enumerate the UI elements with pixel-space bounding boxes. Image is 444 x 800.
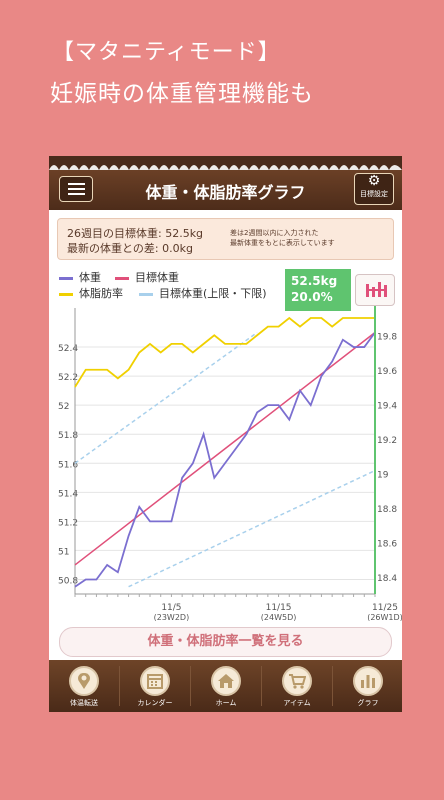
- phone-screen: 体重・体脂肪率グラフ ⚙ 目標設定 26週目の目標体重: 52.5kg 最新の体…: [49, 156, 402, 712]
- x-tick-week: (23W2D): [154, 613, 190, 621]
- cart-icon: [289, 674, 306, 689]
- tab-home[interactable]: ホーム: [191, 660, 261, 712]
- tab-transfer[interactable]: 体温転送: [49, 660, 119, 712]
- app-header: 体重・体脂肪率グラフ ⚙ 目標設定: [49, 170, 402, 210]
- legend-target-swatch: [115, 277, 129, 280]
- y-tick-left: 51: [58, 547, 69, 557]
- y-tick-left: 50.8: [58, 576, 78, 586]
- y-tick-right: 19.4: [377, 401, 397, 411]
- x-tick-label: 11/25: [372, 603, 398, 613]
- chart-toggle-button[interactable]: [355, 274, 395, 306]
- x-tick-label: 11/5: [161, 603, 181, 613]
- tab-graph[interactable]: グラフ: [333, 660, 402, 712]
- view-list-button[interactable]: 体重・体脂肪率一覧を見る: [59, 627, 392, 657]
- home-icon: [218, 674, 234, 688]
- target-weight-line: [74, 331, 376, 566]
- legend-target-weight: 目標体重: [135, 271, 179, 284]
- tab-label: ホーム: [215, 699, 237, 707]
- y-tick-right: 19.6: [377, 367, 397, 377]
- weight-diff-text: 最新の体重との差: 0.0kg: [67, 242, 193, 255]
- tab-label: 体温転送: [70, 699, 98, 707]
- y-tick-right: 18.4: [377, 574, 397, 584]
- goal-info-box: 26週目の目標体重: 52.5kg 最新の体重との差: 0.0kg 差は2週間以…: [57, 218, 394, 260]
- tab-calendar[interactable]: カレンダー: [120, 660, 190, 712]
- tab-label: カレンダー: [137, 699, 173, 707]
- target-weight-text: 26週目の目標体重: 52.5kg: [67, 227, 204, 240]
- y-tick-right: 18.8: [377, 505, 397, 515]
- tab-label: グラフ: [357, 699, 379, 707]
- legend-target-range: 目標体重(上限・下限): [159, 287, 267, 300]
- legend-fat-swatch: [59, 293, 73, 296]
- chart-toggle-icon: [366, 282, 387, 297]
- y-tick-right: 18.6: [377, 539, 397, 549]
- y-tick-left: 51.8: [58, 431, 78, 441]
- x-tick-label: 11/15: [266, 603, 292, 613]
- promo-subtitle: 妊娠時の体重管理機能も: [50, 81, 314, 107]
- data-tooltip: 52.5kg 20.0%: [285, 269, 351, 311]
- x-tick-week: (26W1D): [367, 613, 402, 621]
- legend-weight: 体重: [79, 271, 101, 284]
- y-tick-left: 51.6: [58, 460, 78, 470]
- legend-weight-swatch: [59, 277, 73, 280]
- tab-label: アイテム: [283, 699, 311, 707]
- goal-settings-label: 目標設定: [360, 190, 388, 198]
- goal-settings-button[interactable]: ⚙ 目標設定: [354, 173, 394, 205]
- map-pin-icon: [78, 673, 90, 689]
- weight-chart: 52.4 52.2 52 51.8 51.6 51.4 51.2 51 50.8 19.8 19.6…: [58, 306, 402, 621]
- tab-bar: 体温転送 カレンダー ホーム アイテム グラフ: [49, 660, 402, 712]
- calendar-icon: [147, 674, 163, 689]
- target-range-lower-line: [128, 469, 376, 588]
- body-fat-line: [74, 316, 375, 388]
- tooltip-weight: 52.5kg: [291, 274, 338, 288]
- promo-title: 【マタニティモード】: [52, 40, 281, 65]
- y-tick-left: 51.4: [58, 489, 78, 499]
- tab-items[interactable]: アイテム: [262, 660, 332, 712]
- y-tick-left: 52.4: [58, 344, 78, 354]
- info-note-2: 最新体重をもとに表示しています: [230, 239, 335, 247]
- tooltip-body-fat: 20.0%: [291, 290, 333, 304]
- legend-range-swatch: [139, 293, 153, 296]
- y-tick-right: 19.2: [377, 436, 397, 446]
- y-tick-left: 52.2: [58, 373, 78, 383]
- page-title: 体重・体脂肪率グラフ: [145, 183, 306, 202]
- weight-line: [74, 331, 376, 588]
- menu-button[interactable]: [59, 176, 93, 202]
- info-note-1: 差は2週間以内に入力された: [230, 229, 319, 237]
- target-range-upper-line: [74, 331, 258, 464]
- bar-chart-icon: [361, 675, 375, 688]
- y-tick-right: 19.8: [377, 332, 397, 342]
- x-tick-week: (24W5D): [261, 613, 297, 621]
- y-tick-left: 52: [58, 402, 69, 412]
- legend-body-fat: 体脂肪率: [79, 287, 123, 300]
- gear-icon: ⚙: [367, 173, 381, 189]
- lace-border: [49, 156, 402, 170]
- y-tick-left: 51.2: [58, 518, 78, 528]
- y-tick-right: 19: [377, 470, 389, 480]
